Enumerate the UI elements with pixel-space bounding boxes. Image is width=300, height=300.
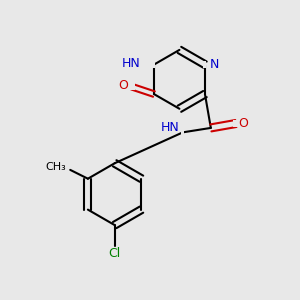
Text: CH₃: CH₃ [45, 162, 66, 172]
Text: HN: HN [122, 57, 141, 70]
Text: O: O [118, 79, 128, 92]
Bar [152, 61, 155, 68]
Bar [129, 83, 135, 90]
Bar [233, 120, 239, 127]
Text: Cl: Cl [109, 247, 121, 260]
Text: O: O [238, 117, 248, 130]
Bar [203, 61, 206, 68]
Bar [182, 129, 184, 136]
Text: N: N [210, 58, 220, 71]
Text: HN: HN [161, 122, 180, 134]
